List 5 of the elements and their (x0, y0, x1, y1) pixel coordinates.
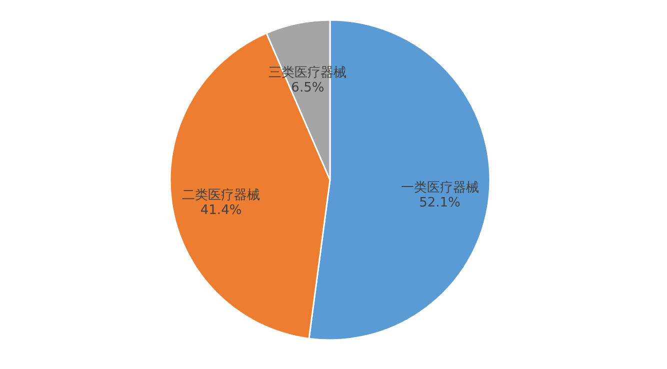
data-label: 52.1% (419, 195, 460, 210)
data-label: 41.4% (200, 203, 242, 218)
slice-label: 二类医疗器械 (182, 188, 260, 204)
slice-label: 一类医疗器械 (400, 180, 479, 196)
data-label: 6.5% (291, 80, 324, 96)
